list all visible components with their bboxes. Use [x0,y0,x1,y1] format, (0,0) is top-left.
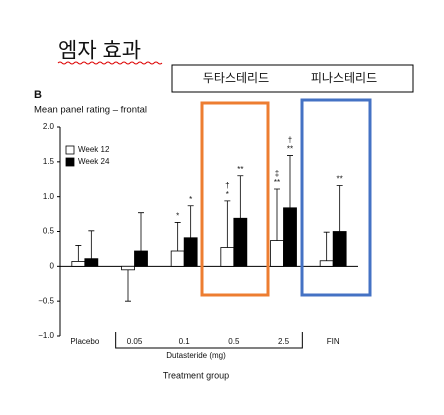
bar [134,250,148,267]
significance-marker: ** [237,165,243,174]
y-axis-title: Mean panel rating – frontal [34,105,147,116]
box-label: 피나스테리드 [311,71,377,85]
bar [84,258,99,267]
error-bar [75,245,82,262]
error-bar [287,155,293,208]
x-tick-label: Placebo [70,337,99,346]
legend-label: Week 24 [78,157,110,166]
error-bar [125,269,131,302]
group-label: Dutasteride (mg) [166,351,226,360]
x-tick-label: 2.5 [278,337,290,346]
panel-letter: B [34,89,42,101]
significance-marker: * [226,190,229,199]
bar [319,260,334,267]
highlight-box [300,98,372,297]
x-tick-label: 0.1 [179,337,191,346]
spell-underline [57,61,163,65]
significance-marker: ‡ [275,169,279,178]
y-tick-label: 1.0 [43,192,55,201]
significance-marker: † [225,181,229,190]
error-bar [274,188,280,241]
bar [283,207,297,267]
x-axis-title: Treatment group [163,370,229,380]
y-tick-label: 2.0 [43,122,55,131]
highlight-box [200,101,270,297]
error-bar [336,185,343,232]
bar [233,217,248,267]
x-tick-label: FIN [327,337,340,346]
y-tick-label: 1.5 [43,157,55,166]
bar [220,247,235,267]
group-bracket [115,332,303,349]
x-tick-label: 0.05 [127,337,143,346]
error-bar [237,175,244,219]
bar [270,240,284,267]
significance-marker: * [176,212,179,221]
error-bar [323,231,330,261]
significance-marker: * [189,195,192,204]
y-tick-label: −1.0 [38,331,54,340]
significance-marker: † [288,136,292,145]
error-bar [88,230,95,259]
y-tick-label: −0.5 [38,296,54,305]
bar [183,237,198,267]
y-tick-label: 0 [50,261,55,270]
y-tick-label: 0.5 [43,227,55,236]
significance-marker: ** [337,175,343,184]
box-label: 두타스테리드 [203,71,269,85]
error-bar [138,212,144,252]
legend-swatch [65,157,75,167]
error-bar [224,200,231,248]
significance-marker: ** [274,178,280,187]
significance-marker: ** [287,145,293,154]
label-box [171,64,414,93]
legend-label: Week 12 [78,145,110,154]
bar [170,250,185,267]
error-bar [187,205,194,238]
legend-swatch [65,145,75,155]
x-tick-label: 0.5 [228,337,240,346]
bar [332,231,347,267]
bar [121,265,135,271]
slide-title: 엠자 효과 [58,40,141,63]
bar [71,261,86,267]
error-bar [174,222,181,252]
